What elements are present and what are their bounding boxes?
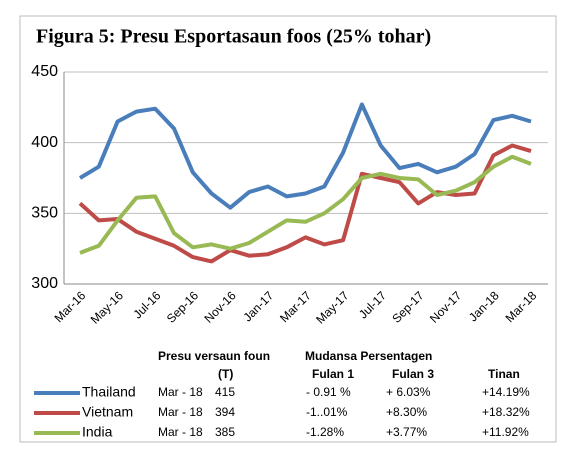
table-cell: +11.92%: [482, 425, 529, 439]
x-tick-label: Jan-17: [240, 288, 276, 324]
table-cell: Mar - 18: [158, 405, 203, 419]
x-tick-label: May-17: [313, 288, 351, 326]
table-cell: + 6.03%: [386, 385, 431, 399]
table-cell: +3.77%: [386, 425, 427, 439]
y-tick-label: 450: [31, 63, 58, 80]
y-tick-label: 300: [31, 275, 58, 292]
table-cell: 385: [215, 425, 235, 439]
table-header: Presu versaun foun: [158, 349, 270, 363]
x-tick-label: Sep-17: [389, 288, 426, 325]
x-tick-label: May-16: [88, 288, 126, 326]
y-tick-label: 400: [31, 134, 58, 151]
table-header: Fulan 3: [392, 367, 434, 381]
table-cell: 394: [215, 405, 235, 419]
table-cell: +18.32%: [482, 405, 530, 419]
table-cell: - 0.91 %: [306, 385, 351, 399]
x-tick-label: Jan-18: [466, 288, 502, 324]
frame: [19, 15, 557, 443]
table-header: Fulan 1: [312, 367, 354, 381]
x-tick-label: Mar-16: [52, 288, 89, 325]
legend-label: Thailand: [82, 384, 136, 400]
table-cell: -1..01%: [306, 405, 348, 419]
x-tick-label: Mar-18: [503, 288, 540, 325]
table-cell: Mar - 18: [158, 425, 203, 439]
series-line: [79, 154, 532, 255]
table-cell: Mar - 18: [158, 385, 203, 399]
x-tick-label: Nov-16: [201, 288, 238, 325]
x-tick-label: Jul-16: [131, 288, 164, 321]
table-cell: +8.30%: [386, 405, 427, 419]
x-tick-label: Mar-17: [277, 288, 314, 325]
table-cell: +14.19%: [482, 385, 530, 399]
table-cell: -1.28%: [306, 425, 344, 439]
y-tick-label: 350: [31, 205, 58, 222]
table-header: Tinan: [488, 367, 520, 381]
series-line: [78, 102, 532, 210]
x-tick-label: Nov-17: [427, 288, 464, 325]
chart-title: Figura 5: Presu Esportasaun foos (25% to…: [36, 26, 431, 48]
legend-label: Vietnam: [82, 404, 133, 420]
x-tick-label: Sep-16: [164, 288, 201, 325]
table-header: Mudansa Persentagen: [305, 349, 432, 363]
table-cell: 415: [215, 385, 235, 399]
table-header: (T): [218, 367, 233, 381]
x-tick-label: Jul-17: [356, 288, 389, 321]
legend-label: India: [82, 424, 113, 440]
series-line: [78, 143, 532, 264]
